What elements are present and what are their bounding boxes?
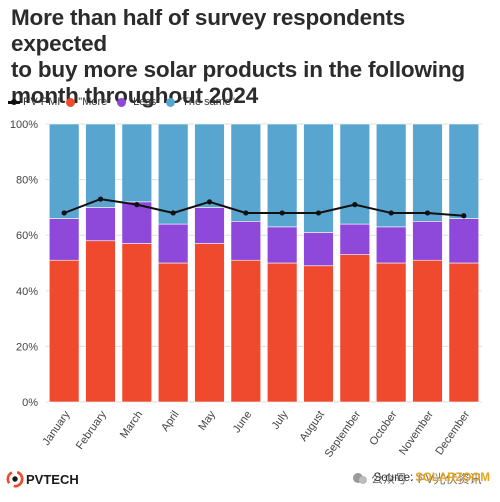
bar-segment: [48, 123, 80, 219]
legend-item-more: "More": [66, 96, 111, 108]
y-tick-label: 80%: [16, 175, 38, 187]
title-line-2: to buy more solar products in the follow…: [11, 57, 465, 82]
bar-segment: [48, 259, 80, 403]
wechat-watermark: 公众号 · PV光伏资讯: [352, 470, 482, 487]
bar-segment: [121, 243, 153, 403]
bar-segment: [266, 123, 298, 228]
bar-segment: [157, 223, 189, 264]
source-brand: SOLARZOOM: [415, 472, 490, 484]
bar-segment: [85, 240, 116, 403]
pmi-point: [170, 210, 176, 216]
bar-segment: [85, 207, 116, 242]
pvtech-logo-icon: [6, 470, 24, 488]
legend-item-same: "The same": [166, 96, 235, 108]
x-tick-label: November: [397, 409, 436, 458]
pmi-point: [134, 202, 140, 208]
x-tick-label: September: [323, 409, 364, 460]
pmi-point: [388, 210, 394, 216]
bar-segment: [121, 123, 153, 203]
legend-item-pmi: PV PMI: [8, 96, 60, 108]
bar-segment: [230, 221, 262, 261]
pvtech-logo: PVTECH: [6, 470, 79, 488]
stacked-bar-chart: 0% 20% 40% 60% 80% 100% January February March Ap…: [10, 119, 482, 460]
pmi-point: [315, 210, 322, 216]
y-tick-label: 40%: [16, 286, 38, 298]
legend-pmi-line-icon: [8, 98, 20, 105]
x-tick-label: October: [367, 409, 399, 448]
y-tick-label: 100%: [10, 119, 38, 131]
bar-segment: [412, 259, 443, 403]
legend-label-less: "Less": [129, 96, 161, 108]
legend-item-less: "Less": [117, 96, 160, 108]
pvtech-logo-text: PVTECH: [26, 471, 79, 487]
bar-segment: [339, 254, 371, 403]
bar-segment: [157, 123, 189, 225]
bar-segment: [157, 262, 189, 403]
x-tick-label: July: [270, 408, 291, 431]
pmi-point: [243, 210, 249, 216]
bar-segment: [339, 223, 371, 255]
bar-segment: [85, 123, 116, 208]
x-tick-label: December: [433, 409, 472, 458]
pmi-line: [63, 198, 464, 217]
source-note: Source: SOLARZOOM: [374, 472, 490, 484]
x-tick-label: June: [231, 409, 255, 435]
x-tick-label: March: [118, 409, 145, 441]
y-tick-label: 20%: [16, 341, 38, 353]
bar-segment: [448, 218, 480, 264]
bar-segment: [375, 226, 407, 264]
pmi-point: [206, 199, 213, 205]
bar-segment: [266, 226, 298, 264]
pmi-point: [97, 196, 104, 202]
title-line-1: More than half of survey respondents exp…: [11, 5, 406, 56]
bar-segment: [230, 259, 262, 403]
x-tick-label: January: [40, 408, 73, 447]
bar-segment: [412, 123, 443, 222]
x-tick-label: May: [196, 408, 218, 432]
bar-segment: [339, 123, 371, 225]
legend-label-same: "The same": [178, 96, 235, 108]
y-tick-label: 60%: [16, 230, 38, 242]
chart-title: More than half of survey respondents exp…: [11, 5, 491, 109]
bar-segment: [121, 201, 153, 244]
watermark-text: 公众号 · PV光伏资讯: [371, 472, 482, 486]
wechat-icon: [353, 472, 367, 484]
chart-legend: PV PMI "More" "Less" "The same": [8, 95, 241, 109]
bar-segment: [448, 262, 480, 403]
bar-segment: [194, 243, 225, 403]
bar-segment: [448, 123, 480, 219]
x-tick-label: August: [297, 409, 326, 444]
bar-segment: [48, 218, 80, 261]
bar-segment: [303, 123, 334, 233]
bar-segment: [194, 207, 225, 244]
x-tick-label: February: [74, 408, 109, 451]
bar-segment: [412, 221, 443, 261]
legend-label-pmi: PV PMI: [23, 96, 61, 108]
legend-same-swatch-icon: [166, 97, 176, 107]
pmi-point: [461, 213, 467, 219]
legend-less-swatch-icon: [117, 97, 127, 107]
title-line-3: month throughout 2024: [11, 83, 259, 108]
pmi-point: [61, 210, 67, 216]
bar-segment: [194, 123, 225, 208]
bar-segment: [303, 265, 334, 403]
source-label: Source:: [373, 472, 414, 484]
pmi-point: [424, 210, 431, 216]
pmi-point: [279, 210, 285, 216]
bar-segment: [375, 262, 407, 403]
bar-segment: [230, 123, 262, 222]
legend-label-more: "More": [78, 96, 112, 108]
bar-segment: [266, 262, 298, 403]
y-tick-label: 0%: [22, 397, 38, 409]
bar-segment: [303, 232, 334, 267]
x-tick-label: April: [159, 409, 181, 434]
legend-more-swatch-icon: [66, 97, 76, 107]
pmi-point: [352, 202, 358, 208]
